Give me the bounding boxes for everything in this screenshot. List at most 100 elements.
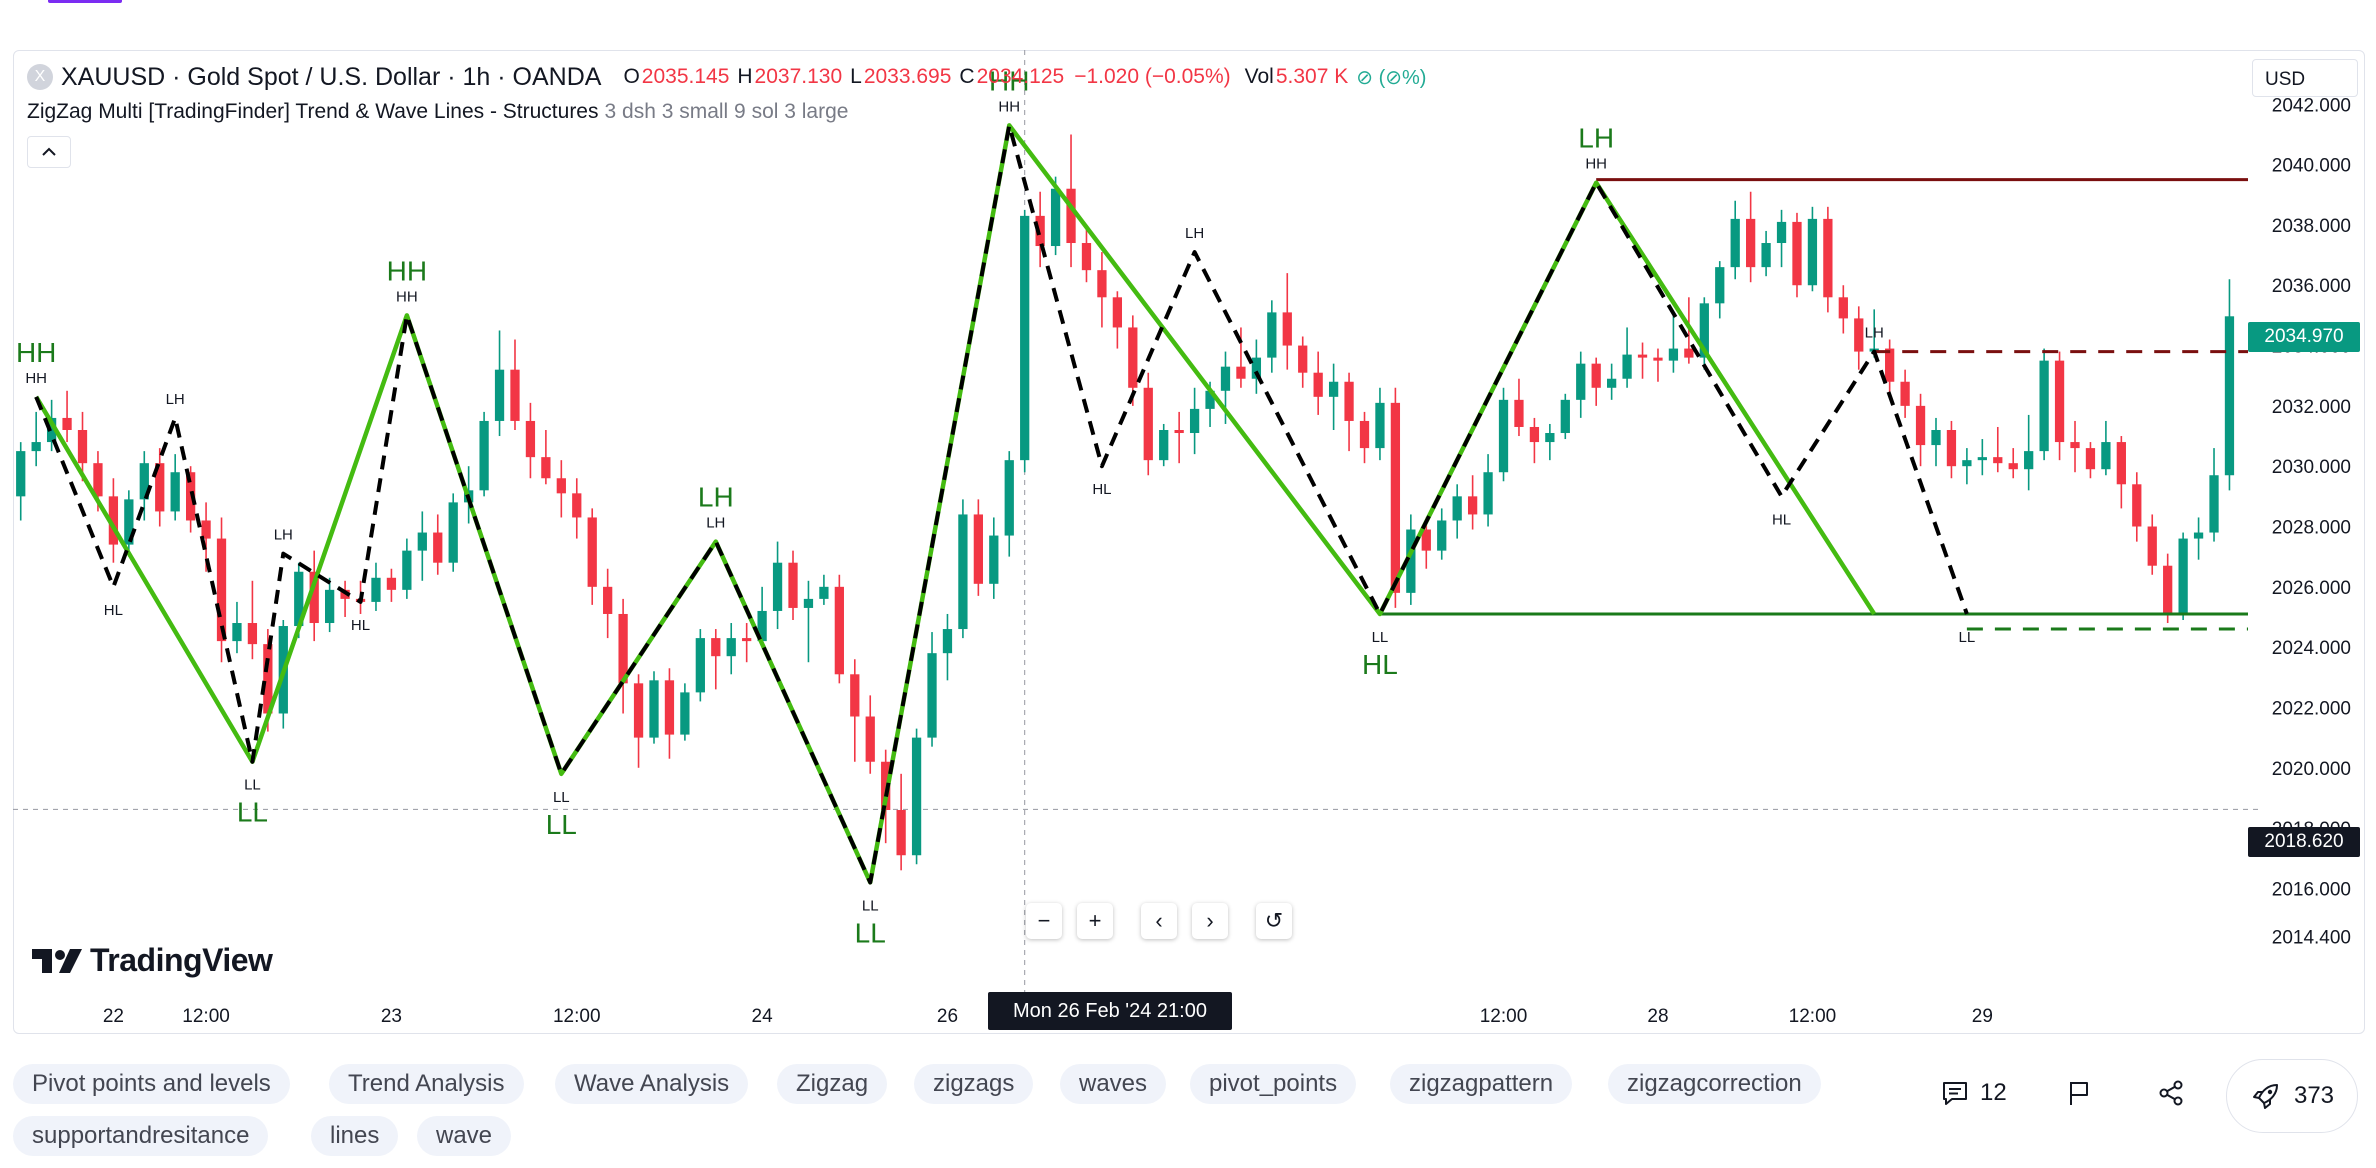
tag-chip[interactable]: Trend Analysis <box>329 1064 524 1104</box>
candle-body <box>1560 399 1570 434</box>
tag-chip[interactable]: Zigzag <box>777 1064 888 1104</box>
share-icon <box>2159 1080 2183 1106</box>
tag-chip[interactable]: Pivot points and levels <box>13 1064 290 1104</box>
candle-body <box>772 562 783 611</box>
candle-body <box>2178 538 2188 614</box>
candle-body <box>1993 457 2003 464</box>
y-axis-tick-label: 2028.000 <box>2272 518 2351 539</box>
candle-body <box>1699 303 1709 358</box>
candle-body <box>2085 448 2096 470</box>
swing-label-small: HL <box>1772 511 1791 528</box>
tradingview-logo[interactable]: TradingView <box>32 942 273 979</box>
candle-body <box>1328 381 1339 397</box>
change-value: −1.020 (−0.05%) <box>1074 65 1231 88</box>
candle-body <box>525 420 536 458</box>
candle-body <box>803 598 814 608</box>
candle-body <box>1900 381 1910 406</box>
scroll-left-button[interactable]: ‹ <box>1141 903 1177 939</box>
candle-body <box>2054 360 2065 443</box>
candle-body <box>1298 345 1308 373</box>
y-axis-tick-label: 2022.000 <box>2272 698 2351 719</box>
candle-body <box>1282 312 1292 346</box>
tag-chip[interactable]: zigzags <box>914 1064 1034 1104</box>
swing-label-large: LH <box>1578 123 1614 154</box>
legend-collapse-button[interactable] <box>27 136 71 168</box>
currency-select[interactable]: USD <box>2252 59 2358 97</box>
candle-body <box>1730 218 1740 268</box>
comments-button[interactable]: 12 <box>1940 1078 2007 1108</box>
candle-body <box>263 644 273 714</box>
candle-body <box>1545 433 1555 443</box>
swing-label-small: LL <box>1959 629 1976 646</box>
tag-chip[interactable]: pivot_points <box>1190 1064 1357 1104</box>
candle-body <box>1483 472 1493 515</box>
swing-label-large: HH <box>16 337 56 368</box>
high-value: 2037.130 <box>754 65 843 88</box>
tag-chip[interactable]: waves <box>1060 1064 1167 1104</box>
report-button[interactable] <box>2064 1078 2094 1108</box>
candle-body <box>16 451 26 497</box>
tag-chip[interactable]: Wave Analysis <box>555 1064 749 1104</box>
low-value: 2033.695 <box>863 65 952 88</box>
swing-label-small: HL <box>1092 481 1111 498</box>
candle-body <box>402 550 412 590</box>
volume-extra: ⊘ (⊘%) <box>1356 66 1427 89</box>
zoom-in-button[interactable]: + <box>1077 903 1113 939</box>
tag-chip[interactable]: zigzagcorrection <box>1608 1064 1821 1104</box>
candle-body <box>865 716 875 762</box>
candle-body <box>942 629 953 654</box>
y-axis-tick-label: 2042.000 <box>2272 95 2351 116</box>
indicator-name[interactable]: ZigZag Multi [TradingFinder] Trend & Wav… <box>27 100 599 123</box>
volume-label: Vol <box>1244 65 1274 88</box>
candle-body <box>325 589 335 624</box>
candle-body <box>1205 390 1215 409</box>
candle-body <box>1915 405 1926 446</box>
last-price-tag: 2034.970 <box>2248 322 2360 352</box>
swing-label-small: LL <box>1372 629 1389 646</box>
indicator-legend[interactable]: ZigZag Multi [TradingFinder] Trend & Wav… <box>27 100 848 124</box>
candle-body <box>2070 442 2080 449</box>
zoom-out-button[interactable]: − <box>1026 903 1062 939</box>
comment-icon <box>1943 1082 1967 1105</box>
candle-body <box>1931 430 1941 446</box>
reset-chart-button[interactable]: ↺ <box>1256 903 1292 939</box>
zigzag-large-line <box>34 123 1877 885</box>
candle-body <box>1020 215 1030 461</box>
candle-body <box>541 457 551 479</box>
tag-chip[interactable]: lines <box>311 1116 399 1156</box>
candle-body <box>309 571 319 624</box>
share-button[interactable] <box>2156 1078 2186 1108</box>
candle-body <box>77 430 88 464</box>
symbol-title[interactable]: XAUUSD · Gold Spot / U.S. Dollar · 1h · … <box>61 62 602 91</box>
candle-body <box>1406 529 1416 593</box>
candle-body <box>1220 366 1231 391</box>
tag-chip[interactable]: wave <box>417 1116 512 1156</box>
tag-chip[interactable]: zigzagpattern <box>1390 1064 1573 1104</box>
swing-label-large: LL <box>546 809 577 840</box>
candle-body <box>664 680 675 735</box>
candle-body <box>1946 430 1957 467</box>
candle-body <box>371 577 381 602</box>
chevron-up-icon <box>42 147 56 156</box>
candle-body <box>2209 475 2219 533</box>
candle-body <box>1174 430 1184 434</box>
boost-button[interactable]: 373 <box>2226 1059 2358 1133</box>
candle-body <box>1452 496 1462 521</box>
x-axis-tick-label: 12:00 <box>1480 1006 1528 1027</box>
scroll-right-button[interactable]: › <box>1192 903 1228 939</box>
price-chart[interactable]: HHHLLHLLLHHLHHLLLHLLHHHLLHLLHHHLLHLLHHLL… <box>13 50 2363 1032</box>
candle-body <box>1653 357 1663 361</box>
candle-body <box>386 577 397 590</box>
symbol-legend: X XAUUSD · Gold Spot / U.S. Dollar · 1h … <box>27 60 1426 94</box>
swing-label-large: LL <box>855 917 886 948</box>
candle-body <box>417 532 427 551</box>
candle-body <box>108 496 119 545</box>
x-axis-tick-label: 26 <box>937 1006 958 1027</box>
tradingview-logo-icon <box>32 948 82 973</box>
open-value: 2035.145 <box>641 65 730 88</box>
candle-body <box>1467 496 1478 515</box>
swing-label-small: LH <box>706 515 725 532</box>
indicator-params: 3 dsh 3 small 9 sol 3 large <box>604 100 849 123</box>
tag-chip[interactable]: supportandresitance <box>13 1116 269 1156</box>
candle-body <box>2163 565 2173 614</box>
